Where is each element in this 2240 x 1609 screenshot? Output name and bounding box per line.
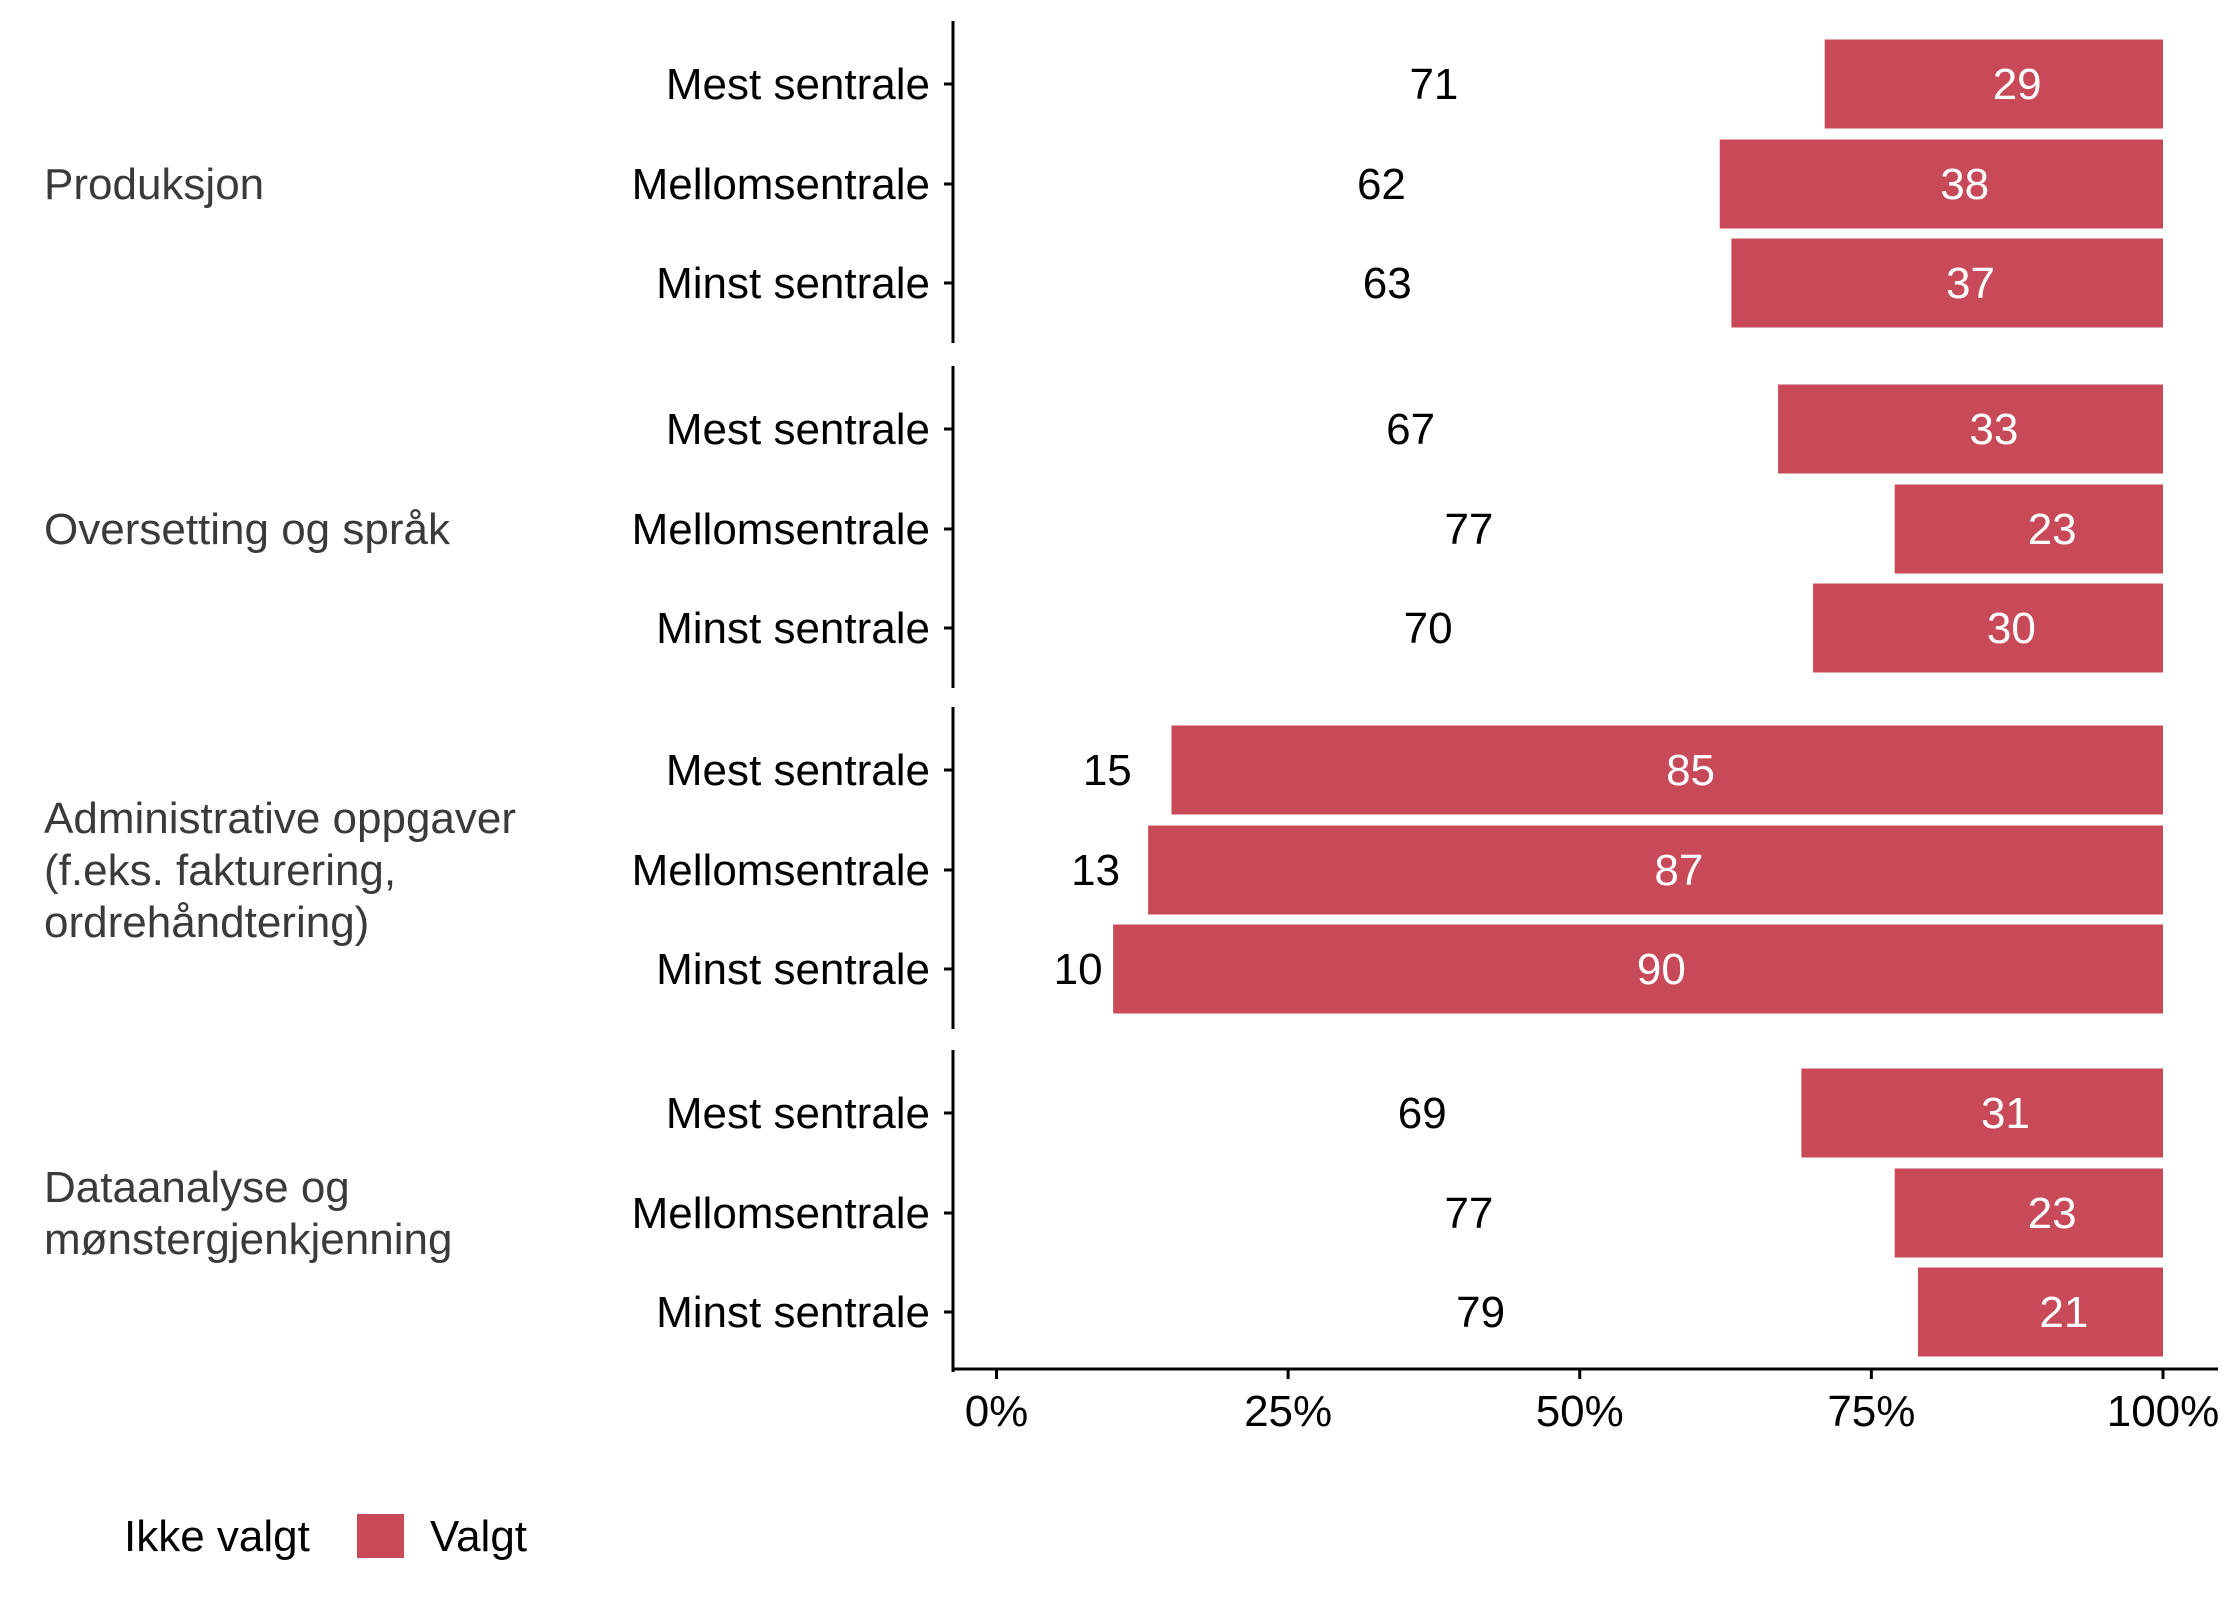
legend-label-ikke-valgt: Ikke valgt (124, 1512, 310, 1561)
data-label-valgt: 21 (2039, 1288, 2088, 1337)
row-label: Mest sentrale (666, 746, 930, 795)
bar-valgt (1719, 139, 2163, 229)
bar-ikke-valgt (996, 1168, 1895, 1258)
bar-valgt (1731, 238, 2163, 328)
bar-ikke-valgt (996, 924, 1114, 1014)
data-label-ikke-valgt: 15 (1083, 746, 1132, 795)
bar-ikke-valgt (996, 384, 1779, 474)
x-tick-label: 75% (1827, 1387, 1915, 1436)
bar-valgt (1813, 583, 2163, 673)
row-label: Mest sentrale (666, 1089, 930, 1138)
data-label-valgt: 30 (1987, 604, 2036, 653)
data-label-valgt: 33 (1969, 405, 2018, 454)
bar-valgt (1824, 39, 2163, 129)
data-label-ikke-valgt: 67 (1386, 405, 1435, 454)
data-label-valgt: 85 (1666, 746, 1715, 795)
row-label: Minst sentrale (656, 1288, 930, 1337)
bar-valgt (1918, 1267, 2163, 1357)
row-label: Mest sentrale (666, 60, 930, 109)
row-label: Minst sentrale (656, 259, 930, 308)
data-label-ikke-valgt: 79 (1456, 1288, 1505, 1337)
x-tick-label: 0% (965, 1387, 1029, 1436)
group-label: mønstergjenkjenning (44, 1215, 452, 1264)
bar-valgt (1113, 924, 2163, 1014)
data-label-valgt: 38 (1940, 160, 1989, 209)
bar-ikke-valgt (996, 1267, 1919, 1357)
bar-ikke-valgt (996, 484, 1895, 574)
bar-ikke-valgt (996, 1068, 1802, 1158)
data-label-valgt: 37 (1946, 259, 1995, 308)
data-label-ikke-valgt: 77 (1444, 505, 1493, 554)
bar-ikke-valgt (996, 238, 1732, 328)
bar-valgt (1801, 1068, 2163, 1158)
row-label: Mellomsentrale (632, 160, 930, 209)
data-label-ikke-valgt: 13 (1071, 846, 1120, 895)
legend-swatch-valgt (357, 1514, 404, 1558)
bar-valgt (1778, 384, 2163, 474)
data-label-ikke-valgt: 62 (1357, 160, 1406, 209)
data-label-ikke-valgt: 70 (1404, 604, 1453, 653)
data-label-valgt: 23 (2028, 1189, 2077, 1238)
bar-ikke-valgt (996, 39, 1825, 129)
row-label: Mest sentrale (666, 405, 930, 454)
group-label: Administrative oppgaver (44, 794, 516, 843)
row-label: Mellomsentrale (632, 846, 930, 895)
data-label-ikke-valgt: 10 (1054, 945, 1103, 994)
bar-ikke-valgt (996, 583, 1814, 673)
group-label: Dataanalyse og (44, 1163, 350, 1212)
bar-valgt (1171, 725, 2163, 815)
row-label: Mellomsentrale (632, 1189, 930, 1238)
row-label: Mellomsentrale (632, 505, 930, 554)
group-label: (f.eks. fakturering, (44, 846, 396, 895)
panel-group: Produksjon Mest sentrale 71 29 Mellomsentral… (44, 21, 2163, 343)
data-label-ikke-valgt: 71 (1409, 60, 1458, 109)
bar-ikke-valgt (996, 825, 1149, 915)
bar-valgt (1894, 484, 2163, 574)
group-label: ordrehåndtering) (44, 898, 369, 947)
panel-group: Oversetting og språk Mest sentrale 67 33 Mel… (44, 366, 2163, 688)
legend: Ikke valgt Valgt (124, 1512, 527, 1561)
data-label-valgt: 31 (1981, 1089, 2030, 1138)
group-label: Oversetting og språk (44, 505, 451, 554)
bar-valgt (1894, 1168, 2163, 1258)
panel-group: Administrative oppgaver(f.eks. faktureri… (44, 707, 2163, 1029)
legend-label-valgt: Valgt (430, 1512, 527, 1561)
x-tick-label: 50% (1536, 1387, 1624, 1436)
bar-ikke-valgt (996, 725, 1172, 815)
row-label: Minst sentrale (656, 945, 930, 994)
group-label: Produksjon (44, 160, 264, 209)
data-label-ikke-valgt: 69 (1398, 1089, 1447, 1138)
bar-valgt (1148, 825, 2163, 915)
row-label: Minst sentrale (656, 604, 930, 653)
bar-ikke-valgt (996, 139, 1720, 229)
data-label-valgt: 87 (1654, 846, 1703, 895)
data-label-valgt: 29 (1993, 60, 2042, 109)
data-label-valgt: 90 (1637, 945, 1686, 994)
data-label-ikke-valgt: 77 (1444, 1189, 1493, 1238)
data-label-ikke-valgt: 63 (1363, 259, 1412, 308)
x-tick-label: 25% (1244, 1387, 1332, 1436)
data-label-valgt: 23 (2028, 505, 2077, 554)
x-tick-label: 100% (2107, 1387, 2220, 1436)
